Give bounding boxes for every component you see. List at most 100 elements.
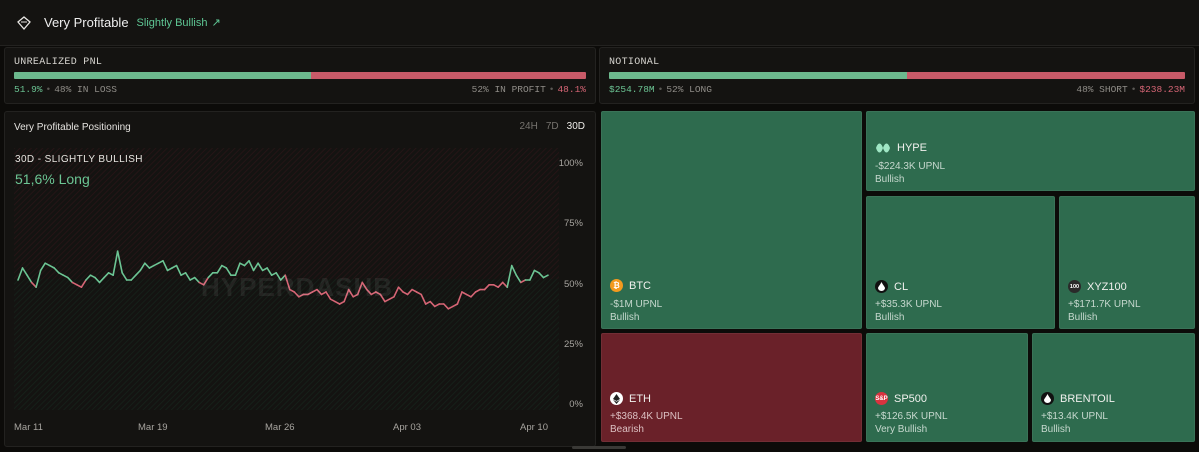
- chart-line-segment: [366, 288, 373, 296]
- chart-line-segment: [483, 284, 490, 291]
- tab-30d[interactable]: 30D: [566, 121, 585, 132]
- external-link-icon[interactable]: ↗: [211, 17, 221, 29]
- page-header: Very Profitable Slightly Bullish ↗: [0, 0, 1199, 46]
- chart-line-segment: [538, 272, 545, 279]
- chart-line-segment: [338, 300, 345, 305]
- chart-line-segment: [17, 267, 24, 281]
- chart-line-segment: [89, 274, 96, 279]
- chart-line-segment: [379, 293, 386, 303]
- sp500-icon: S&P: [875, 392, 888, 405]
- asset-symbol: CL: [894, 280, 909, 293]
- chart-line-segment: [26, 274, 33, 284]
- asset-upnl: +$126.5K UPNL: [875, 411, 948, 422]
- sentiment-label[interactable]: Slightly Bullish: [136, 16, 208, 29]
- chart-line-segment: [35, 269, 42, 288]
- ethereum-icon: [610, 392, 623, 405]
- chart-line-segment: [456, 291, 463, 305]
- short-value: $238.23M: [1139, 84, 1185, 95]
- chart-panel-title: Very Profitable Positioning: [14, 122, 131, 133]
- treemap-tile-xyz100[interactable]: 100 XYZ100 +$171.7K UPNL Bullish: [1059, 196, 1195, 329]
- chart-line-segment: [533, 269, 540, 274]
- chart-line-segment: [397, 286, 404, 293]
- chart-line-segment: [433, 303, 441, 308]
- chart-line-segment: [288, 288, 296, 293]
- chart-line-segment: [406, 288, 413, 296]
- chart-line-segment: [116, 250, 123, 274]
- chart-line-segment: [497, 281, 504, 288]
- chart-line-segment: [279, 274, 287, 281]
- chart-line-segment: [62, 274, 69, 279]
- notional-footer: $254.78M • 52% LONG 48% SHORT • $238.23M: [609, 84, 1185, 95]
- chart-line-segment: [112, 250, 119, 276]
- chart-line-segment: [393, 286, 400, 298]
- chart-subtitle: 30D - SLIGHTLY BULLISH: [15, 154, 143, 165]
- asset-sentiment: Very Bullish: [875, 424, 928, 435]
- asset-upnl: +$368.4K UPNL: [610, 411, 683, 422]
- chart-line-segment: [239, 262, 246, 267]
- chart-line-segment: [443, 303, 450, 310]
- chart-line-segment: [520, 279, 527, 284]
- unrealized-pnl-panel: UNREALIZED PNL 51.9% • 48% IN LOSS 52% IN …: [4, 47, 596, 104]
- chart-line-segment: [180, 272, 187, 276]
- chart-line-segment: [175, 264, 182, 276]
- chart-line-segment: [307, 291, 314, 296]
- chart-line-segment: [44, 262, 51, 267]
- timeframe-selector: 24H 7D 30D: [519, 121, 585, 132]
- short-text: 48% SHORT: [1076, 84, 1128, 95]
- positioning-chart[interactable]: [14, 148, 559, 410]
- chart-line-segment: [266, 267, 273, 276]
- treemap-tile-brentoil[interactable]: BRENTOIL +$13.4K UPNL Bullish: [1032, 333, 1195, 442]
- treemap-tile-btc[interactable]: ₿ BTC -$1M UPNL Bullish: [601, 111, 862, 329]
- asset-sentiment: Bullish: [875, 312, 905, 323]
- tab-7d[interactable]: 7D: [545, 121, 559, 132]
- tab-24h[interactable]: 24H: [519, 121, 538, 132]
- chart-line-segment: [429, 300, 436, 308]
- chart-line-segment: [510, 264, 518, 276]
- chart-line-segment: [76, 284, 83, 288]
- chart-line-segment: [298, 293, 305, 298]
- treemap-tile-cl[interactable]: CL +$35.3K UPNL Bullish: [866, 196, 1055, 329]
- chart-line-segment: [334, 300, 341, 305]
- xyz100-icon: 100: [1068, 280, 1081, 293]
- asset-symbol: BRENTOIL: [1060, 392, 1115, 405]
- horizontal-scrollbar[interactable]: [572, 446, 626, 449]
- chart-line-segment: [461, 291, 468, 296]
- treemap-tile-sp500[interactable]: S&P SP500 +$126.5K UPNL Very Bullish: [866, 333, 1028, 442]
- chart-line-segment: [80, 279, 87, 288]
- chart-line-segment: [162, 260, 169, 272]
- chart-line-segment: [447, 305, 454, 310]
- treemap-tile-hype[interactable]: HYPE -$224.3K UPNL Bullish: [866, 111, 1195, 191]
- notional-panel: NOTIONAL $254.78M • 52% LONG 48% SHORT • $23…: [599, 47, 1195, 104]
- bearish-zone: [14, 148, 559, 279]
- chart-line-segment: [352, 293, 359, 298]
- chart-line-segment: [284, 274, 291, 291]
- chart-line-segment: [343, 288, 350, 303]
- panel-label: UNREALIZED PNL: [14, 57, 103, 68]
- chart-line-segment: [67, 276, 74, 284]
- long-value: $254.78M: [609, 84, 655, 95]
- asset-sentiment: Bullish: [610, 312, 640, 323]
- treemap-tile-eth[interactable]: ETH +$368.4K UPNL Bearish: [601, 333, 862, 442]
- chart-line-segment: [157, 260, 164, 264]
- chart-line-segment: [474, 288, 481, 293]
- chart-line-segment: [48, 264, 56, 269]
- chart-line-segment: [134, 269, 142, 276]
- long-segment: [609, 72, 907, 79]
- chart-line-segment: [465, 293, 472, 298]
- long-percentage: 51,6% Long: [15, 171, 90, 187]
- asset-symbol: XYZ100: [1087, 280, 1127, 293]
- diamond-icon: [17, 15, 31, 30]
- chart-line-segment: [529, 269, 536, 281]
- pnl-profit-segment: [310, 72, 586, 79]
- chart-line-segment: [98, 276, 105, 284]
- pnl-footer: 51.9% • 48% IN LOSS 52% IN PROFIT • 48.1%: [14, 84, 586, 95]
- y-tick-50: 50%: [563, 279, 583, 290]
- chart-line-segment: [384, 298, 391, 303]
- chart-line-segment: [225, 267, 232, 276]
- chart-line-segment: [325, 291, 332, 300]
- cohort-title: Very Profitable: [44, 15, 129, 30]
- chart-line-segment: [39, 262, 46, 272]
- chart-line-segment: [153, 262, 160, 267]
- bitcoin-icon: ₿: [610, 279, 623, 292]
- watermark: HYPERDASHB: [201, 272, 394, 302]
